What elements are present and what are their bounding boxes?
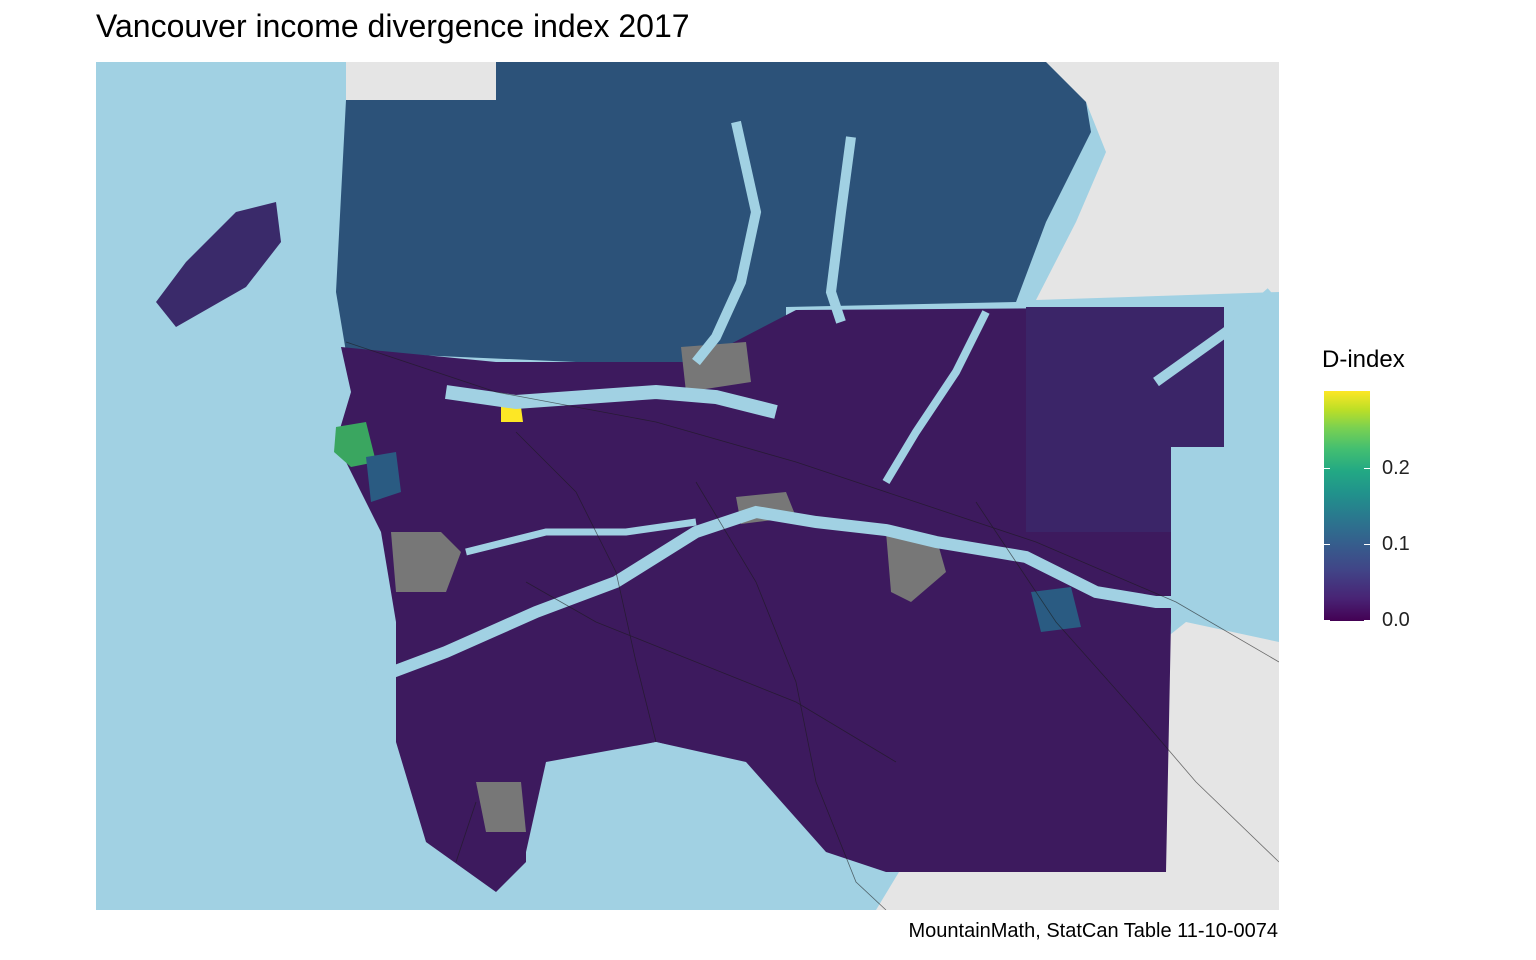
pitt-lake [825, 136, 856, 324]
region-north-shore-mountains [336, 62, 1091, 362]
burrard-inlet [445, 384, 778, 419]
legend: D-index 0.2 0.1 0.0 [1320, 346, 1480, 646]
region-missing-2 [886, 532, 946, 602]
fraser-river-north-arm [465, 518, 697, 556]
boundary-bay [526, 742, 856, 910]
region-teal-patch-2 [1031, 587, 1081, 632]
region-metro-core [336, 307, 1224, 892]
legend-tick-mark [1324, 620, 1330, 621]
legend-label-0-0: 0.0 [1382, 609, 1410, 631]
indian-arm [692, 120, 762, 366]
coquitlam-river [882, 310, 990, 485]
legend-tick-mark [1324, 544, 1330, 545]
region-downtown-high [501, 407, 523, 422]
choropleth-map [96, 62, 1279, 910]
legend-colorbar [1324, 391, 1370, 621]
region-bowen-island [156, 202, 281, 327]
region-missing-4 [476, 782, 526, 832]
fraser-river [363, 505, 1279, 688]
legend-tick-mark [1364, 468, 1370, 469]
road-network [345, 341, 1279, 910]
region-missing-1 [391, 532, 461, 592]
chart-title: Vancouver income divergence index 2017 [96, 8, 690, 44]
region-ubc [334, 422, 376, 467]
legend-label-0-2: 0.2 [1382, 457, 1410, 479]
stave-lake [1153, 288, 1275, 387]
legend-tick-mark [1324, 468, 1330, 469]
legend-title: D-index [1322, 346, 1405, 373]
legend-label-0-1: 0.1 [1382, 533, 1410, 555]
region-teal-patch-1 [366, 452, 401, 502]
legend-tick-mark [1364, 620, 1370, 621]
caption-source: MountainMath, StatCan Table 11-10-0074 [908, 920, 1278, 942]
legend-tick-mark [1364, 544, 1370, 545]
